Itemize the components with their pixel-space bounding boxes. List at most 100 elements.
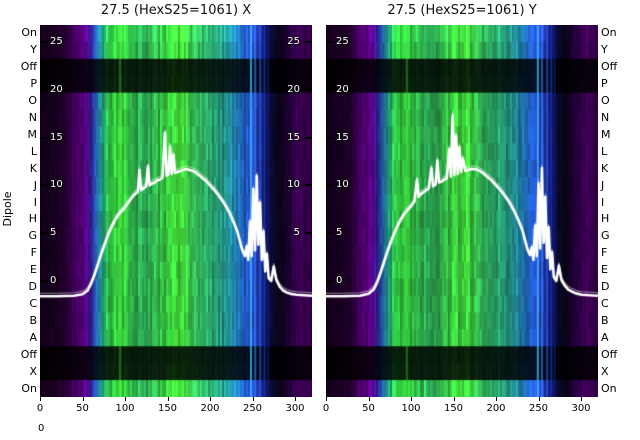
inner-y-tick-label: 15 — [50, 131, 63, 143]
channel-label-right: H — [601, 212, 610, 226]
x-tick-label: 150 — [443, 403, 464, 414]
inner-y-tick-label: 0 — [336, 274, 343, 286]
inner-y-tick-mark — [326, 88, 333, 91]
channel-label-right: E — [601, 263, 608, 277]
x-tick-mark — [252, 397, 254, 401]
x-tick-label: 50 — [362, 403, 375, 414]
inner-y-tick-label-right: 20 — [287, 83, 300, 95]
channel-label-right: Off — [601, 347, 618, 361]
inner-y-tick-label-right: 5 — [293, 227, 300, 239]
x-tick-label: 200 — [486, 403, 506, 414]
channel-label-left: P — [30, 77, 37, 91]
inner-y-tick-mark — [326, 40, 333, 43]
inner-y-tick-mark — [326, 279, 333, 282]
channel-label-right: On — [601, 381, 617, 395]
x-tick-mark — [295, 397, 296, 401]
x-tick-label: 50 — [76, 403, 89, 414]
inner-y-tick-label: 5 — [50, 227, 57, 239]
inner-y-tick-label-right: 25 — [287, 35, 300, 47]
inner-y-tick-mark — [326, 136, 333, 139]
x-tick-mark — [368, 397, 370, 401]
channel-label-left: O — [28, 94, 37, 108]
channel-label-left: D — [28, 280, 37, 294]
x-tick-mark — [125, 397, 126, 401]
channel-label-left: E — [30, 263, 37, 277]
channel-label-left: I — [33, 195, 37, 209]
inner-y-tick-label: 0 — [50, 274, 57, 286]
inner-y-tick-mark — [40, 279, 47, 282]
x-tick-mark — [167, 397, 169, 401]
inner-y-tick-mark-right — [305, 88, 312, 91]
x-tick-label: 200 — [200, 403, 220, 414]
heatmap-canvas-x — [40, 25, 312, 397]
inner-y-tick-label: 10 — [336, 179, 349, 191]
channel-label-left: H — [28, 212, 37, 226]
channel-label-right: Off — [601, 60, 618, 74]
x-tick-mark — [82, 397, 84, 401]
channel-label-right: X — [601, 364, 609, 378]
inner-y-tick-mark — [40, 136, 47, 139]
inner-y-tick-label: 20 — [50, 83, 63, 95]
channel-label-right: J — [601, 178, 605, 192]
inner-y-tick-label: 20 — [336, 83, 349, 95]
channel-label-left: G — [28, 229, 37, 243]
channel-label-left: J — [33, 178, 37, 192]
channel-label-right: Y — [601, 43, 608, 57]
inner-y-tick-mark — [326, 232, 333, 235]
x-tick-label: 300 — [571, 403, 591, 414]
x-tick-label: 100 — [401, 403, 421, 414]
inner-y-tick-mark — [326, 184, 333, 187]
x-tick-label: 0 — [36, 403, 44, 414]
inner-y-tick-label: 25 — [336, 35, 349, 47]
channel-label-right: K — [601, 161, 609, 175]
inner-y-tick-label-right: 10 — [287, 179, 300, 191]
inner-y-tick-mark — [40, 184, 47, 187]
channel-label-right: I — [601, 195, 605, 209]
x-tick-mark — [581, 397, 582, 401]
channel-label-left: Off — [20, 347, 37, 361]
inner-y-tick-mark — [40, 40, 47, 43]
channel-label-left: A — [29, 330, 37, 344]
x-tick-label: 250 — [528, 403, 549, 414]
channel-label-right: P — [601, 77, 608, 91]
x-tick-label: 150 — [157, 403, 178, 414]
channel-label-left: Off — [20, 60, 37, 74]
inner-y-tick-mark-right — [305, 40, 312, 43]
heatmap-panel-x — [40, 25, 312, 397]
channel-label-right: D — [601, 280, 610, 294]
inner-y-tick-mark — [40, 88, 47, 91]
channel-label-right: G — [601, 229, 610, 243]
channel-label-right: M — [601, 127, 611, 141]
x-tick-mark — [496, 397, 497, 401]
channel-label-right: O — [601, 94, 610, 108]
x-tick-label: 250 — [242, 403, 263, 414]
heatmap-panel-y — [326, 25, 598, 397]
channel-label-left: On — [21, 26, 37, 40]
inner-y-tick-mark-right — [305, 136, 312, 139]
channel-label-left: B — [29, 313, 37, 327]
x-tick-mark — [453, 397, 455, 401]
channel-label-right: L — [601, 144, 608, 158]
channel-label-left: N — [28, 111, 37, 124]
x-tick-mark — [210, 397, 211, 401]
channel-label-right: C — [601, 297, 609, 310]
inner-y-tick-label: 5 — [336, 227, 343, 239]
channel-label-right: F — [601, 246, 608, 260]
x-tick-mark — [538, 397, 540, 401]
channel-label-left: M — [27, 127, 38, 141]
inner-y-tick-mark — [40, 232, 47, 235]
plot2-title: 27.5 (HexS25=1061) Y — [387, 3, 537, 18]
channel-label-left: X — [29, 364, 37, 378]
x-tick-label: 100 — [115, 403, 135, 414]
x-tick-mark — [411, 397, 412, 401]
channel-label-left: C — [29, 297, 37, 310]
channel-label-left: L — [30, 144, 37, 158]
x-tick-label: 0 — [322, 403, 330, 414]
channel-label-left: Y — [30, 43, 37, 57]
channel-label-left: On — [21, 381, 37, 395]
inner-y-tick-label-right: 15 — [287, 131, 300, 143]
x-tick-mark — [326, 397, 327, 401]
inner-y-tick-label: 10 — [50, 179, 63, 191]
channel-label-right: N — [601, 111, 610, 124]
